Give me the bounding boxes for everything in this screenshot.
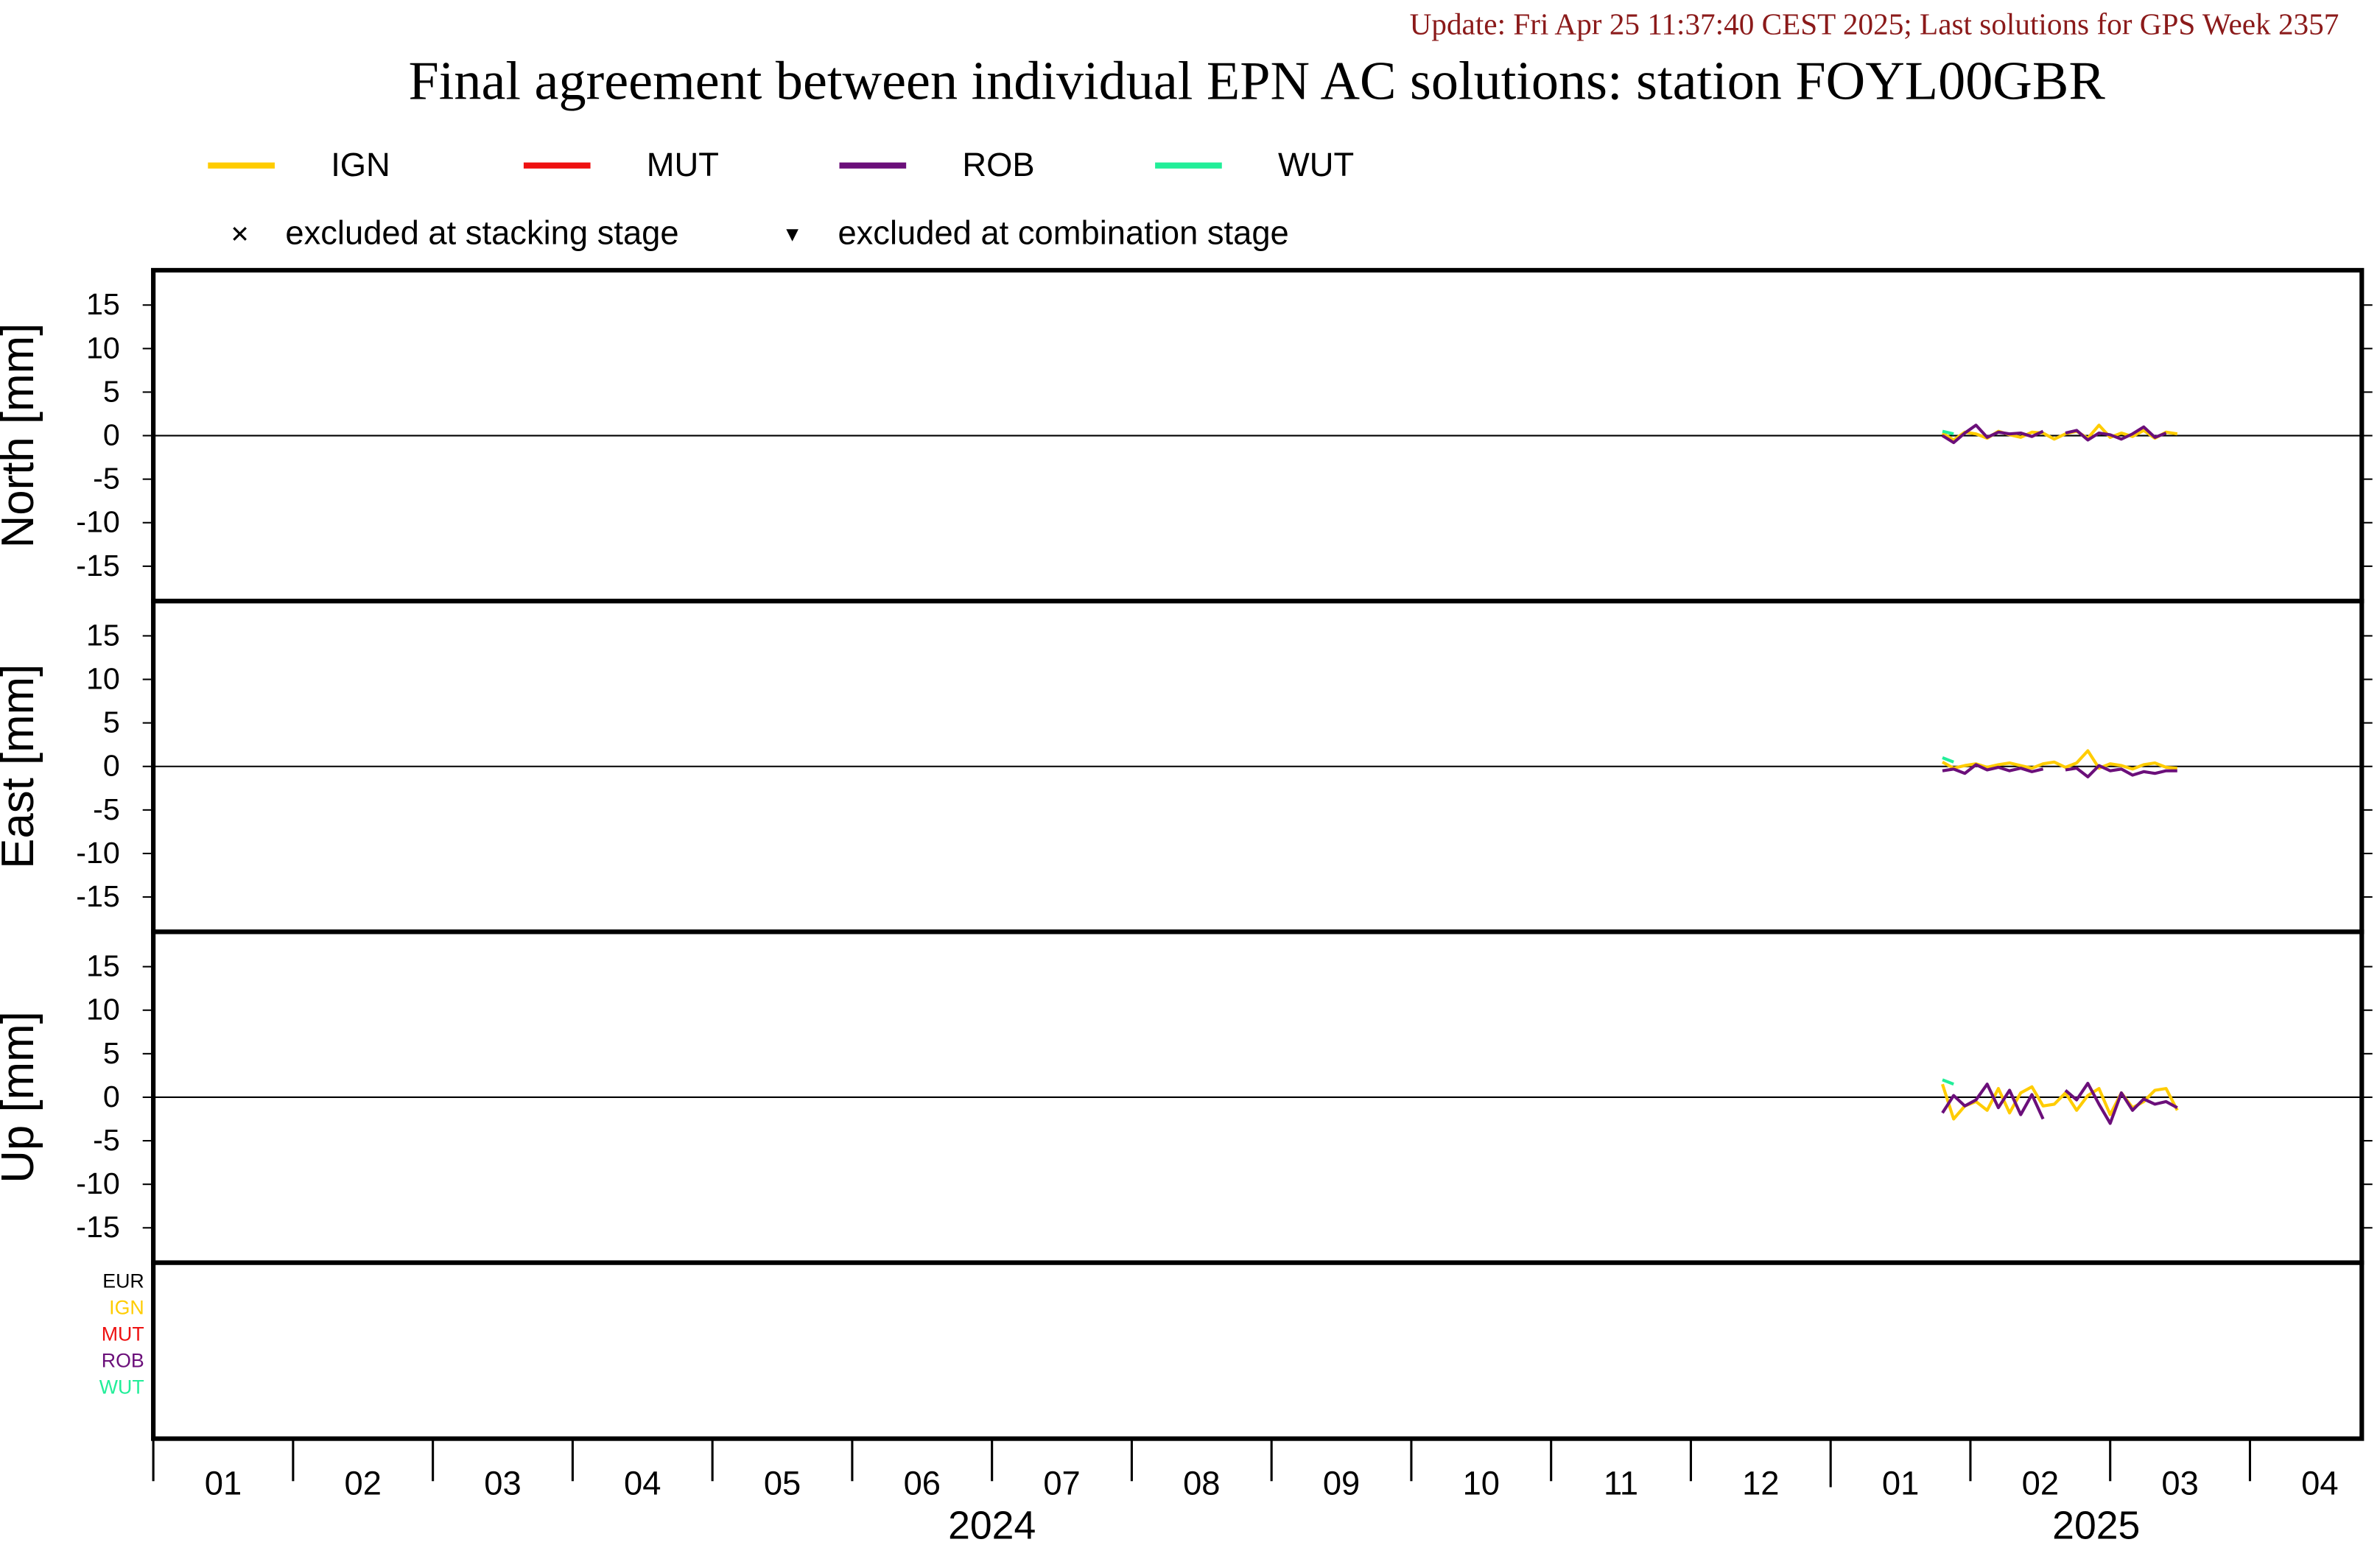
y-tick-label: -15 xyxy=(76,1210,120,1244)
y-axis-label: North [mm] xyxy=(0,323,43,549)
y-tick-label: -10 xyxy=(76,505,120,539)
chart-title: Final agreement between individual EPN A… xyxy=(409,52,2106,112)
marker-legend-label: excluded at stacking stage xyxy=(285,214,678,252)
x-tick-label: 12 xyxy=(1742,1464,1779,1502)
y-tick-label: 10 xyxy=(86,661,120,695)
x-tick-label: 10 xyxy=(1463,1464,1500,1502)
ac-label: WUT xyxy=(99,1376,144,1398)
marker-legend-label: excluded at combination stage xyxy=(838,214,1288,252)
x-tick-label: 09 xyxy=(1323,1464,1360,1502)
y-tick-label: 0 xyxy=(103,749,120,783)
y-tick-label: 0 xyxy=(103,1080,120,1113)
y-tick-label: 10 xyxy=(86,993,120,1027)
series-line xyxy=(1942,429,1954,436)
x-tick-label: 11 xyxy=(1604,1464,1638,1502)
y-axis-label: Up [mm] xyxy=(0,1011,43,1183)
combination-marker-icon xyxy=(786,229,798,242)
ac-label: ROB xyxy=(102,1350,144,1372)
x-tick-label: 04 xyxy=(2301,1464,2338,1502)
legend-label: MUT xyxy=(647,146,719,183)
stacking-marker-icon xyxy=(233,227,247,241)
x-tick-label: 03 xyxy=(484,1464,521,1502)
y-tick-label: -15 xyxy=(76,879,120,913)
y-tick-label: 15 xyxy=(86,287,120,321)
y-tick-label: 15 xyxy=(86,618,120,652)
y-tick-label: 5 xyxy=(103,705,120,739)
y-tick-label: 5 xyxy=(103,374,120,408)
y-axis-label: East [mm] xyxy=(0,664,43,869)
y-tick-label: -10 xyxy=(76,836,120,870)
x-tick-label: 04 xyxy=(624,1464,661,1502)
year-label: 2025 xyxy=(2052,1504,2140,1545)
x-tick-label: 01 xyxy=(1882,1464,1919,1502)
x-tick-label: 05 xyxy=(764,1464,801,1502)
y-tick-label: 5 xyxy=(103,1036,120,1070)
legend-label: WUT xyxy=(1278,146,1354,183)
series-line xyxy=(1942,756,1954,764)
update-note: Update: Fri Apr 25 11:37:40 CEST 2025; L… xyxy=(1410,7,2339,41)
ac-label: MUT xyxy=(102,1323,144,1345)
x-tick-label: 03 xyxy=(2161,1464,2198,1502)
ac-label: IGN xyxy=(109,1296,144,1318)
series-line xyxy=(1941,423,2178,442)
series-line xyxy=(1941,423,2044,445)
y-tick-label: -5 xyxy=(93,792,120,826)
x-tick-label: 07 xyxy=(1043,1464,1080,1502)
y-tick-label: 15 xyxy=(86,949,120,983)
y-tick-label: -5 xyxy=(93,462,120,496)
x-tick-label: 08 xyxy=(1183,1464,1220,1502)
y-tick-label: -10 xyxy=(76,1166,120,1200)
ac-label: EUR xyxy=(102,1270,144,1292)
y-tick-label: -5 xyxy=(93,1123,120,1157)
y-tick-label: 0 xyxy=(103,418,120,452)
series-line xyxy=(1942,763,2044,775)
series-line xyxy=(1942,1078,1954,1086)
x-tick-label: 02 xyxy=(2022,1464,2059,1502)
series-line xyxy=(1941,1083,2045,1120)
panel-frame xyxy=(151,1260,2365,1441)
series-line xyxy=(2065,425,2167,442)
year-label: 2024 xyxy=(948,1504,1036,1545)
x-tick-label: 06 xyxy=(904,1464,941,1502)
legend-label: IGN xyxy=(331,146,390,183)
y-tick-label: -15 xyxy=(76,549,120,583)
series-line xyxy=(2064,1081,2178,1125)
x-tick-label: 02 xyxy=(345,1464,382,1502)
series-line xyxy=(1942,749,2177,771)
legend-label: ROB xyxy=(962,146,1034,183)
y-tick-label: 10 xyxy=(86,331,120,365)
series-line xyxy=(2065,764,2177,778)
x-tick-label: 01 xyxy=(205,1464,242,1502)
